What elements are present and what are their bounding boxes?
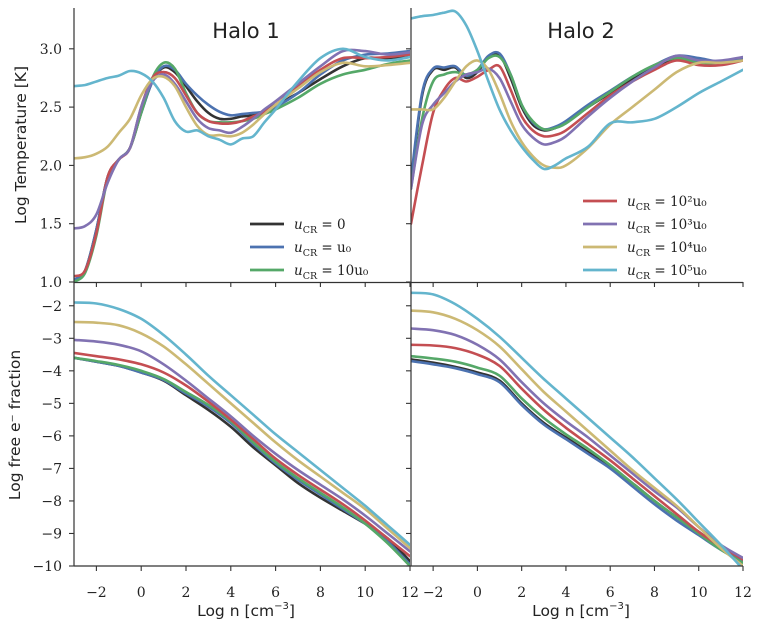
series-line-u1e4-halo1-electron — [74, 320, 410, 550]
series-line-u100-halo1-electron — [74, 351, 410, 558]
panel-halo1-electron — [74, 301, 410, 566]
x-tick-label: 6 — [271, 585, 280, 601]
x-tick-label: 12 — [734, 585, 752, 601]
series-line-u1e4-halo2-electron — [411, 309, 743, 566]
legend-label-u1e5: uCR = 10⁵u₀ — [627, 263, 707, 282]
panel-halo2-temperature — [411, 9, 743, 225]
legend-label-u1: uCR = u₀ — [294, 240, 352, 259]
x-tick-label: −2 — [423, 585, 444, 601]
axes-frame — [69, 8, 744, 571]
x-tick-label: 4 — [226, 585, 235, 601]
legend-label-u0: uCR = 0 — [294, 217, 346, 236]
series-line-u1e4-halo1-temperature — [74, 61, 410, 160]
panel-halo1-temperature — [74, 47, 410, 282]
x-tick-label: 10 — [356, 585, 374, 601]
series-line-u1e5-halo2-temperature — [411, 9, 743, 171]
series-line-u1-halo1-temperature — [74, 49, 410, 281]
x-axis-title: Log n [cm−3] — [532, 601, 630, 620]
y-tick-label: −2 — [41, 299, 62, 315]
y-tick-label: −6 — [41, 429, 62, 445]
series-line-u100-halo2-electron — [411, 343, 743, 561]
x-tick-label: 2 — [182, 585, 191, 601]
panel-halo2-electron — [411, 291, 743, 566]
x-tick-label: 12 — [401, 585, 419, 601]
y-axis-title-electron: Log free e⁻ fraction — [6, 350, 24, 500]
legend-halo2-temperature: uCR = 10²u₀ uCR = 10³u₀ uCR = 10⁴u₀ uCR = 1… — [583, 194, 707, 282]
legend-label-u1e4: uCR = 10⁴u₀ — [627, 240, 707, 259]
x-tick-label: 8 — [650, 585, 659, 601]
y-tick-label: 3.0 — [40, 42, 62, 58]
y-tick-label: −9 — [41, 526, 62, 542]
x-tick-label: 10 — [690, 585, 708, 601]
series-line-u1e5-halo1-temperature — [74, 47, 410, 146]
legend-halo1-temperature: uCR = 0 uCR = u₀ uCR = 10u₀ — [250, 217, 369, 282]
y-tick-label: −3 — [41, 331, 62, 347]
panel-title-halo2-temperature: Halo 2 — [547, 19, 614, 43]
y-tick-label: −8 — [41, 494, 62, 510]
legend-label-u100: uCR = 10²u₀ — [627, 194, 707, 213]
series-line-u1000-halo1-temperature — [74, 48, 410, 230]
panel-title-halo1-temperature: Halo 1 — [212, 19, 279, 43]
series-line-u1e4-halo2-temperature — [411, 59, 743, 170]
series-line-u0-halo1-temperature — [74, 54, 410, 281]
x-tick-label: 2 — [517, 585, 526, 601]
series-line-u10-halo1-temperature — [74, 59, 410, 282]
series-line-u1e5-halo2-electron — [411, 291, 742, 566]
y-tick-label: 1.5 — [40, 217, 62, 233]
series-line-u100-halo1-temperature — [74, 53, 410, 278]
x-tick-label: 6 — [606, 585, 615, 601]
series-line-u1000-halo1-electron — [74, 338, 410, 553]
x-axis-title: Log n [cm−3] — [197, 601, 295, 620]
legend-label-u10: uCR = 10u₀ — [294, 263, 369, 282]
series-line-u0-halo1-electron — [74, 356, 410, 563]
series-line-u1-halo1-electron — [74, 356, 410, 566]
series-line-u1e5-halo1-electron — [74, 301, 410, 547]
y-tick-label: 1.0 — [40, 275, 62, 291]
y-tick-label: 2.0 — [40, 158, 62, 174]
series-line-u100-halo2-temperature — [411, 59, 743, 225]
series-line-u10-halo1-electron — [74, 356, 410, 566]
y-axis-title-temperature: Log Temperature [K] — [12, 66, 30, 224]
y-tick-label: −10 — [32, 559, 62, 575]
y-tick-label: −4 — [41, 364, 62, 380]
legend-label-u1000: uCR = 10³u₀ — [627, 217, 707, 236]
x-tick-label: 0 — [137, 585, 146, 601]
y-tick-label: −7 — [41, 461, 62, 477]
x-tick-label: 8 — [316, 585, 325, 601]
series-line-u10-halo2-electron — [411, 354, 743, 564]
y-tick-label: 2.5 — [40, 100, 62, 116]
x-tick-label: −2 — [86, 585, 107, 601]
y-tick-label: −5 — [41, 396, 62, 412]
x-tick-label: 4 — [561, 585, 570, 601]
x-tick-label: 0 — [473, 585, 482, 601]
series-line-u1-halo2-electron — [411, 359, 743, 563]
